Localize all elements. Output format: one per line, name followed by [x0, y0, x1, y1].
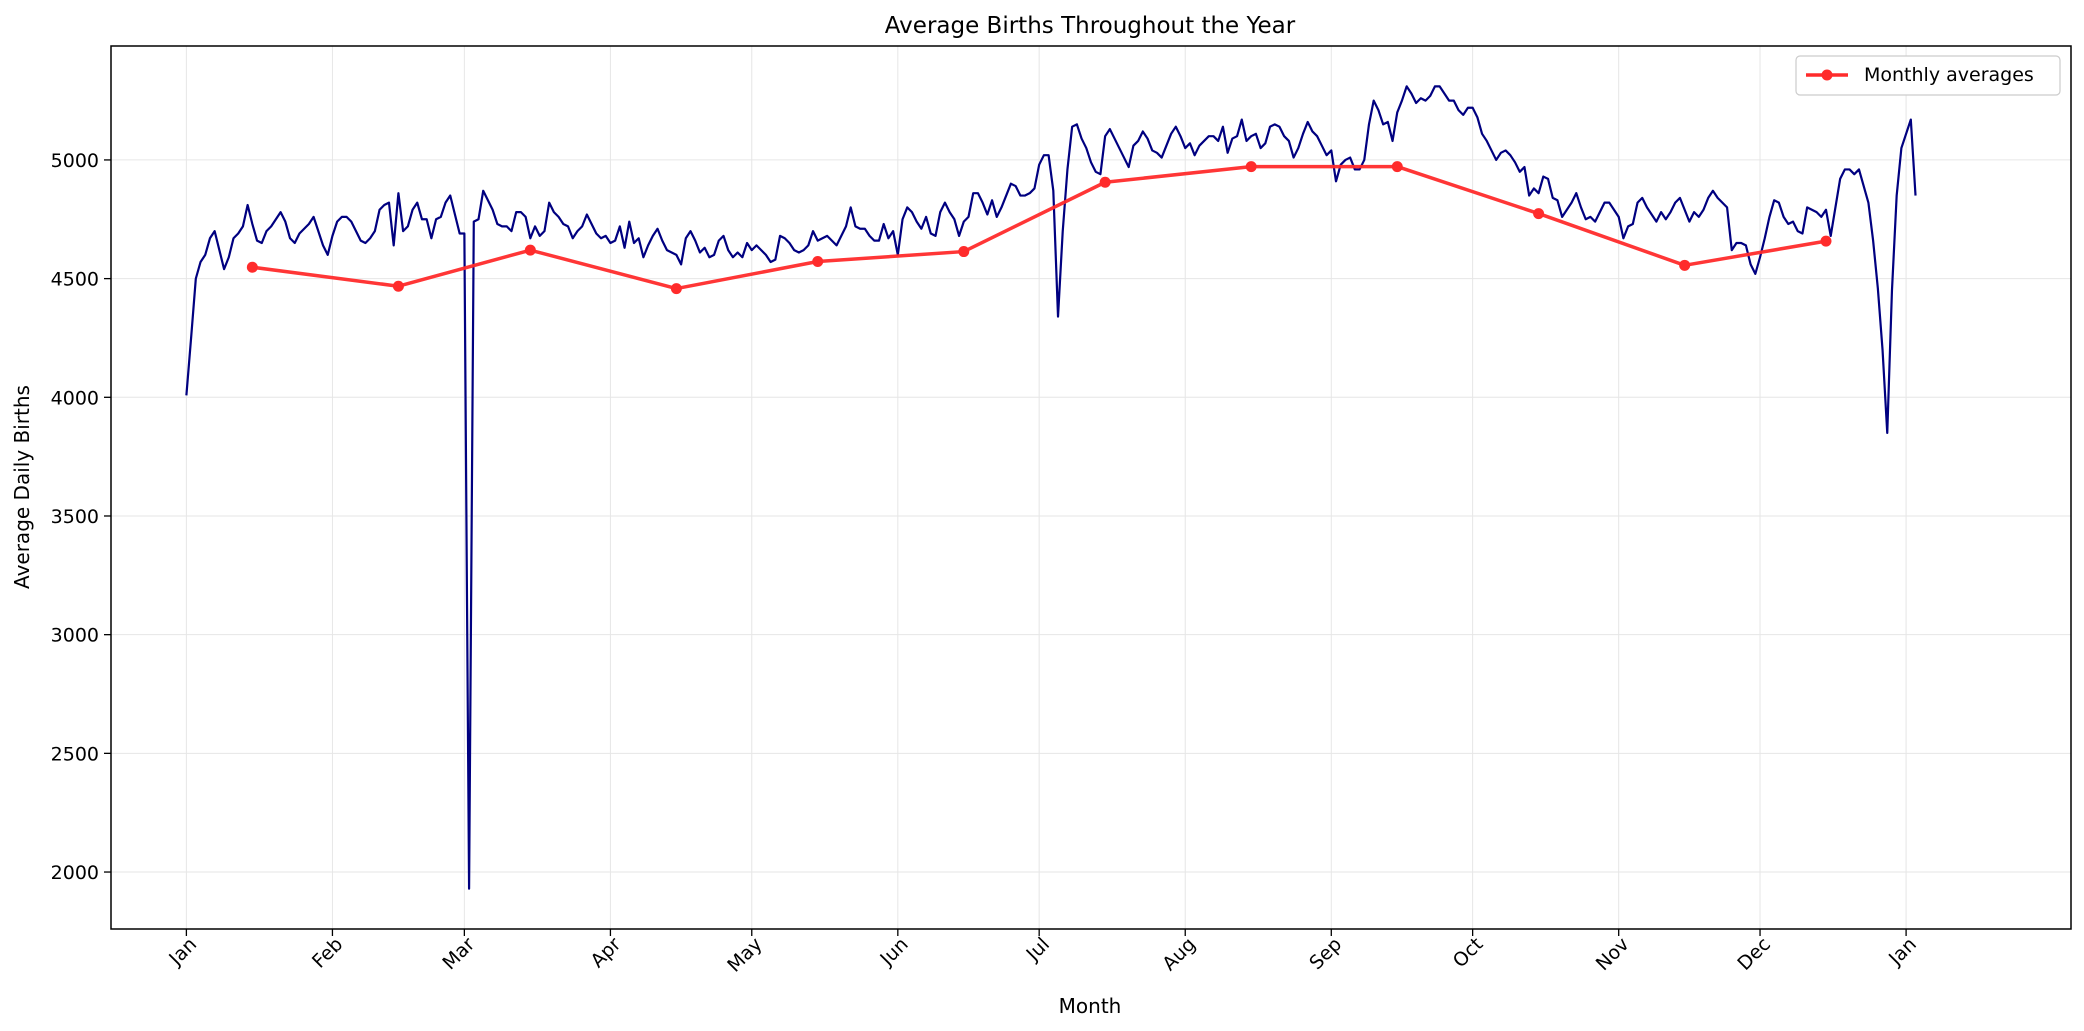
plot-frame: [110, 45, 2072, 930]
monthly-average-point: [1245, 161, 1257, 173]
monthly-average-point: [1533, 208, 1545, 220]
legend-box: [1795, 55, 2061, 96]
y-tick-label: 4000: [51, 387, 99, 409]
x-tick-label: Dec: [1733, 933, 1775, 975]
x-tick-label: Aug: [1158, 933, 1200, 975]
legend-label: Monthly averages: [1864, 64, 2034, 86]
x-tick-label: Jun: [875, 933, 912, 970]
series-layer: [185, 85, 1917, 890]
x-axis: Jan Feb Mar Apr May Jun Jul Aug Sep Oct Nov Dec Jan: [164, 929, 1921, 977]
x-tick-label: Mar: [438, 933, 479, 974]
grid: [111, 46, 2071, 929]
monthly-average-point: [1820, 235, 1832, 247]
x-tick-label: Jul: [1022, 933, 1054, 965]
legend-marker-swatch: [1821, 69, 1833, 81]
monthly-average-point: [524, 244, 536, 256]
x-axis-title: Month: [1059, 994, 1122, 1018]
monthly-average-point: [1391, 161, 1403, 173]
y-tick-label: 3500: [51, 506, 99, 528]
y-tick-label: 2000: [51, 862, 99, 884]
x-tick-label: Oct: [1449, 933, 1488, 972]
monthly-average-point: [1099, 176, 1111, 188]
y-tick-label: 2500: [51, 743, 99, 765]
monthly-average-point: [392, 280, 404, 292]
x-tick-label: Jan: [1884, 933, 1921, 970]
monthly-average-point: [246, 261, 258, 273]
y-tick-label: 4500: [51, 269, 99, 291]
legend: Monthly averages: [1795, 55, 2061, 96]
monthly-averages-line: [252, 164, 1827, 291]
x-tick-label: Feb: [308, 933, 347, 972]
y-axis: 2000 2500 3000 3500 4000 4500 5000: [51, 150, 111, 884]
monthly-average-point: [958, 246, 970, 258]
y-tick-label: 3000: [51, 625, 99, 647]
monthly-average-point: [670, 283, 682, 295]
y-tick-label: 5000: [51, 150, 99, 172]
x-tick-label: May: [723, 933, 766, 976]
x-tick-label: Nov: [1592, 933, 1634, 975]
daily-births-line: [185, 85, 1917, 890]
monthly-average-point: [812, 256, 824, 268]
x-tick-label: Jan: [164, 933, 201, 970]
x-tick-label: Apr: [586, 933, 625, 972]
monthly-average-point: [1679, 259, 1691, 271]
chart-title: Average Births Throughout the Year: [885, 13, 1296, 39]
x-tick-label: Sep: [1305, 933, 1346, 974]
y-axis-title: Average Daily Births: [10, 385, 34, 589]
